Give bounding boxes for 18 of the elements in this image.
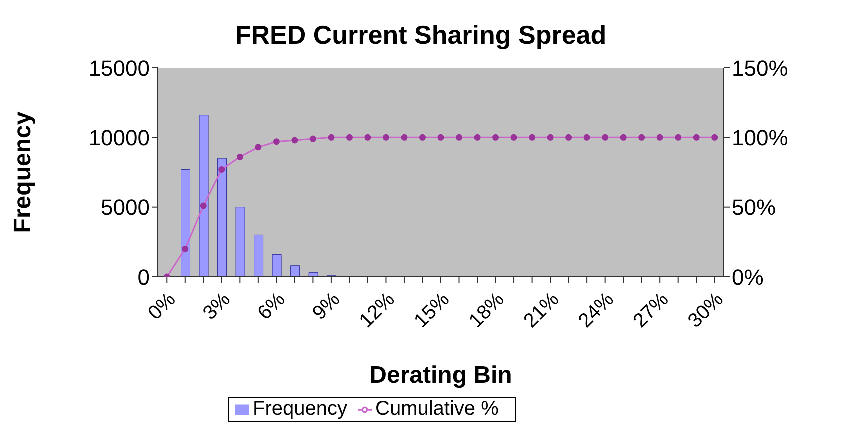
y2-tick-label: 100%	[732, 125, 788, 150]
x-axis-title: Derating Bin	[370, 362, 512, 389]
y-axis-title: Frequency	[10, 111, 37, 234]
y2-tick-label: 50%	[732, 195, 776, 220]
y-tick-label: 0	[138, 264, 150, 290]
legend-label: Cumulative %	[376, 398, 499, 420]
y-tick-label: 15000	[88, 56, 150, 81]
y2-tick-label: 0%	[732, 264, 764, 290]
y2-tick-label: 150%	[732, 56, 788, 81]
x-tick-label: 30%	[684, 288, 728, 332]
y-tick-label: 10000	[88, 125, 150, 150]
x-tick-label: 3%	[199, 288, 236, 325]
chart-title: FRED Current Sharing Spread	[235, 20, 607, 50]
x-tick-label: 0%	[144, 288, 180, 325]
x-tick-label: 6%	[254, 288, 290, 325]
y-tick-label: 5000	[101, 195, 150, 220]
x-tick-label: 9%	[308, 288, 345, 325]
legend-label: Frequency	[253, 398, 348, 420]
